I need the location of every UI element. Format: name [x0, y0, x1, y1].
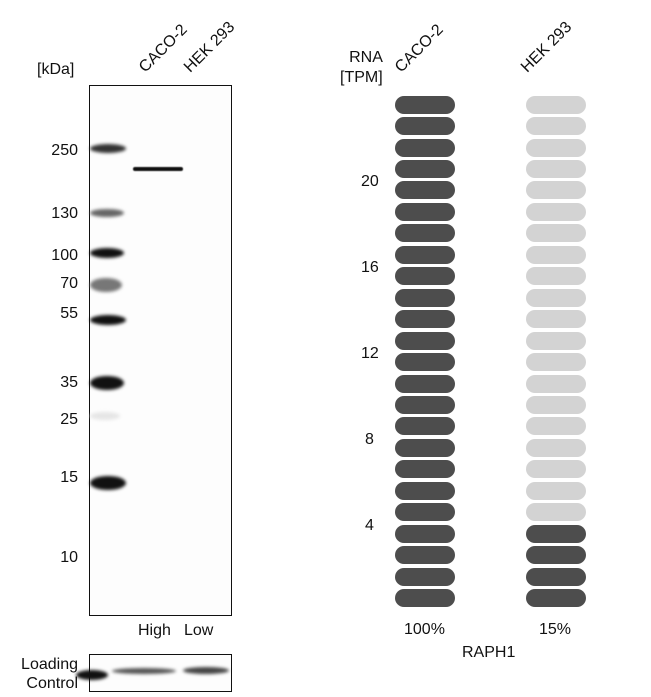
rna-unit-bar [395, 138, 455, 157]
loading-band-ladder [76, 670, 108, 680]
marker-label-35: 35 [60, 374, 78, 391]
rna-unit-bar [526, 117, 586, 136]
rna-unit-bar [526, 567, 586, 586]
rna-unit-bar [395, 202, 455, 221]
rna-unit-bar [395, 481, 455, 500]
rna-sample-label-caco2: CACO-2 [391, 21, 447, 77]
rna-unit-bar [526, 202, 586, 221]
ladder-band-25 [90, 412, 120, 420]
rna-unit-bar [395, 567, 455, 586]
kda-unit-label: [kDa] [37, 61, 75, 78]
lane-label-caco2: CACO-2 [135, 21, 191, 77]
rna-unit-bar [526, 310, 586, 329]
rna-unit-bar [526, 546, 586, 565]
gene-name-label: RAPH1 [462, 644, 516, 661]
ladder-band-15 [90, 476, 126, 490]
marker-label-100: 100 [51, 247, 78, 264]
ladder-band-100 [90, 248, 124, 258]
blot-membrane [89, 85, 232, 616]
rna-unit-bar [526, 438, 586, 457]
rna-unit-bar [526, 589, 586, 607]
rna-unit-bar [395, 245, 455, 264]
marker-label-70: 70 [60, 275, 78, 292]
loading-control-label-line2: Control [26, 675, 78, 692]
rna-unit-bar [526, 181, 586, 200]
rna-unit-bar [395, 589, 455, 607]
rna-unit-bar [526, 95, 586, 114]
rna-unit-bar [526, 503, 586, 522]
rna-percent-hek293: 15% [539, 621, 572, 638]
rna-tick-16: 16 [361, 259, 379, 276]
rna-tick-12: 12 [361, 345, 379, 362]
ladder-band-55 [90, 315, 126, 325]
rna-unit-bar [526, 267, 586, 286]
marker-label-25: 25 [60, 411, 78, 428]
rna-tick-20: 20 [361, 173, 379, 190]
rna-unit-bar [526, 374, 586, 393]
rna-percent-caco2: 100% [404, 621, 445, 638]
rna-unit-bar [526, 138, 586, 157]
rna-unit-bar [395, 160, 455, 178]
rna-unit-bar [526, 224, 586, 243]
rna-tick-8: 8 [365, 431, 374, 448]
loading-band-caco2 [112, 668, 176, 674]
rna-unit-bar [395, 546, 455, 565]
marker-label-15: 15 [60, 469, 78, 486]
marker-label-10: 10 [60, 549, 78, 566]
rna-unit-bar [526, 160, 586, 178]
rna-unit-bar [395, 331, 455, 350]
rna-unit-bar [395, 417, 455, 436]
rna-unit-bar [395, 95, 455, 114]
rna-axis-label-line2: [TPM] [340, 69, 383, 86]
ladder-band-130 [90, 209, 124, 217]
rna-unit-bar [395, 460, 455, 479]
ladder-band-35 [90, 376, 124, 390]
rna-unit-bar [526, 288, 586, 307]
rna-unit-bar [526, 245, 586, 264]
marker-label-130: 130 [51, 205, 78, 222]
rna-tick-4: 4 [365, 517, 374, 534]
rna-sample-label-hek293: HEK 293 [517, 18, 576, 76]
ladder-band-250 [90, 144, 126, 153]
rna-unit-bar [526, 417, 586, 436]
loading-band-hek293 [183, 667, 229, 674]
rna-unit-bar [395, 117, 455, 136]
lane-label-hek293: HEK 293 [180, 18, 239, 76]
rna-unit-bar [395, 524, 455, 543]
loading-control-label: Loading Control [0, 655, 78, 695]
rna-unit-bar [526, 460, 586, 479]
rna-unit-bar [395, 374, 455, 393]
caco2-sample-band [133, 167, 183, 171]
rna-unit-bar [395, 438, 455, 457]
rna-unit-bar [395, 503, 455, 522]
expression-label-high: High [138, 622, 171, 639]
marker-label-250: 250 [51, 142, 78, 159]
rna-unit-bar [395, 288, 455, 307]
rna-unit-bar [395, 353, 455, 372]
rna-unit-bar [526, 395, 586, 414]
rna-unit-bar [526, 353, 586, 372]
rna-unit-bar [395, 395, 455, 414]
ladder-band-70 [90, 278, 122, 292]
rna-unit-bar [395, 224, 455, 243]
loading-control-membrane [76, 654, 232, 692]
marker-label-55: 55 [60, 305, 78, 322]
expression-label-low: Low [184, 622, 214, 639]
rna-unit-bar [526, 481, 586, 500]
rna-unit-bar [395, 310, 455, 329]
rna-unit-bar [395, 267, 455, 286]
loading-control-label-line1: Loading [21, 656, 78, 673]
rna-unit-bar [526, 524, 586, 543]
rna-unit-bar [526, 331, 586, 350]
rna-unit-bar [395, 181, 455, 200]
rna-axis-label-line1: RNA [349, 49, 383, 66]
